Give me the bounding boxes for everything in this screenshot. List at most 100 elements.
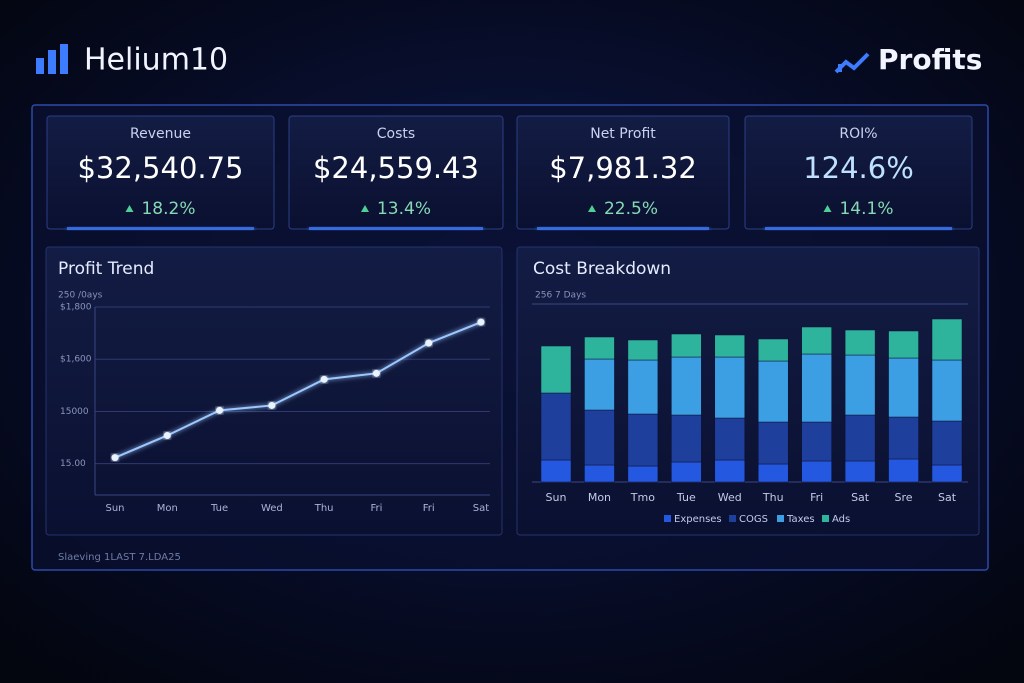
trend-point — [425, 339, 433, 347]
chart-title: Profit Trend — [58, 259, 154, 279]
kpi-change: 18.2% — [141, 199, 195, 219]
up-arrow — [125, 205, 134, 212]
bar-segment — [627, 359, 659, 415]
product-name: Profits — [878, 43, 982, 76]
trend-point — [268, 401, 276, 409]
bar-segment — [540, 392, 572, 461]
legend-swatch — [664, 515, 671, 522]
bar-segment — [801, 326, 832, 355]
bar-segment — [540, 459, 572, 483]
chart-subtitle: 250 /0ays — [58, 291, 103, 301]
bar-segment — [757, 421, 789, 465]
kpi-label: ROI% — [839, 126, 877, 142]
bar-segment — [757, 463, 789, 483]
y-tick-label: $1,800 — [60, 303, 92, 313]
chart-subtitle: 256 7 Days — [535, 291, 586, 301]
card-glow — [765, 227, 952, 230]
bar-segment — [627, 465, 659, 483]
kpi-label: Net Profit — [590, 126, 656, 142]
bar-segment — [627, 339, 659, 361]
x-tick-label: Sre — [895, 491, 913, 504]
x-tick-label: Wed — [261, 503, 283, 514]
x-tick-label: Thu — [314, 503, 334, 514]
kpi-change: 22.5% — [604, 199, 658, 219]
bar-segment — [714, 417, 746, 461]
trend-point — [372, 369, 380, 377]
x-tick-label: Sun — [105, 503, 124, 514]
bar-segment — [931, 359, 963, 422]
kpi-change: 14.1% — [839, 199, 893, 219]
bar-segment — [844, 354, 876, 416]
legend-label: Taxes — [786, 514, 815, 525]
bar-segment — [584, 464, 615, 483]
card-glow — [67, 227, 254, 230]
bar-segment — [931, 420, 963, 466]
bar-segment — [801, 460, 832, 483]
bar-segment — [671, 461, 702, 483]
x-tick-label: Sat — [851, 491, 870, 504]
trend-point — [111, 454, 119, 462]
footer-note: Slaeving 1LAST 7.LDA25 — [58, 552, 181, 563]
bar-segment — [627, 413, 659, 467]
trend-line — [114, 321, 482, 459]
bar-segment — [584, 358, 615, 411]
bar-segment — [844, 329, 876, 356]
bar-segment — [714, 459, 746, 483]
x-tick-label: Fri — [810, 491, 823, 504]
bar-segment — [671, 356, 702, 416]
legend-swatch — [777, 515, 784, 522]
bar-segment — [888, 416, 919, 460]
x-tick-label: Sun — [546, 491, 567, 504]
card-glow — [309, 227, 483, 230]
x-tick-label: Sat — [938, 491, 957, 504]
x-tick-label: Thu — [762, 491, 784, 504]
bar-segment — [671, 414, 702, 463]
kpi-label: Revenue — [130, 126, 191, 142]
bar-segment — [671, 333, 702, 358]
legend-label: COGS — [739, 514, 768, 525]
up-arrow — [823, 205, 832, 212]
x-tick-label: Mon — [588, 491, 611, 504]
x-tick-label: Wed — [718, 491, 742, 504]
dynamic-layer: Revenue $32,540.75 18.2% Costs $24,559.43 13.… — [46, 115, 973, 525]
bar-segment — [584, 409, 615, 466]
bar-segment — [540, 345, 572, 394]
trend-point — [216, 406, 224, 414]
card-glow — [537, 227, 709, 230]
bar-segment — [801, 353, 832, 423]
product-logo — [834, 52, 870, 74]
up-arrow — [360, 205, 369, 212]
bar-segment — [714, 334, 746, 358]
kpi-change: 13.4% — [377, 199, 431, 219]
trend-point — [163, 431, 171, 439]
x-tick-label: Sat — [473, 503, 489, 514]
legend-swatch — [822, 515, 829, 522]
legend-swatch — [729, 515, 736, 522]
x-tick-label: Fri — [423, 503, 435, 514]
x-tick-label: Tue — [676, 491, 696, 504]
chart-title: Cost Breakdown — [533, 259, 671, 279]
x-tick-label: Tmo — [630, 491, 655, 504]
bar-segment — [844, 460, 876, 483]
up-arrow — [587, 205, 596, 212]
y-tick-label: $1,600 — [60, 355, 92, 365]
kpi-label: Costs — [377, 126, 415, 142]
chart-panel — [45, 246, 503, 536]
trend-point — [320, 375, 328, 383]
kpi-value: 124.6% — [803, 151, 914, 185]
bar-segment — [757, 338, 789, 362]
legend-label: Expenses — [674, 514, 722, 525]
bar-segment — [888, 458, 919, 483]
bar-segment — [888, 330, 919, 359]
brand-logo — [36, 44, 68, 74]
x-tick-label: Tue — [210, 503, 228, 514]
bar-segment — [801, 421, 832, 462]
kpi-value: $24,559.43 — [313, 151, 479, 185]
kpi-value: $32,540.75 — [77, 151, 243, 185]
x-tick-label: Fri — [370, 503, 382, 514]
y-tick-label: 15.00 — [60, 459, 86, 469]
trend-point — [477, 318, 485, 326]
brand-name: Helium10 — [84, 43, 228, 78]
kpi-value: $7,981.32 — [549, 151, 697, 185]
